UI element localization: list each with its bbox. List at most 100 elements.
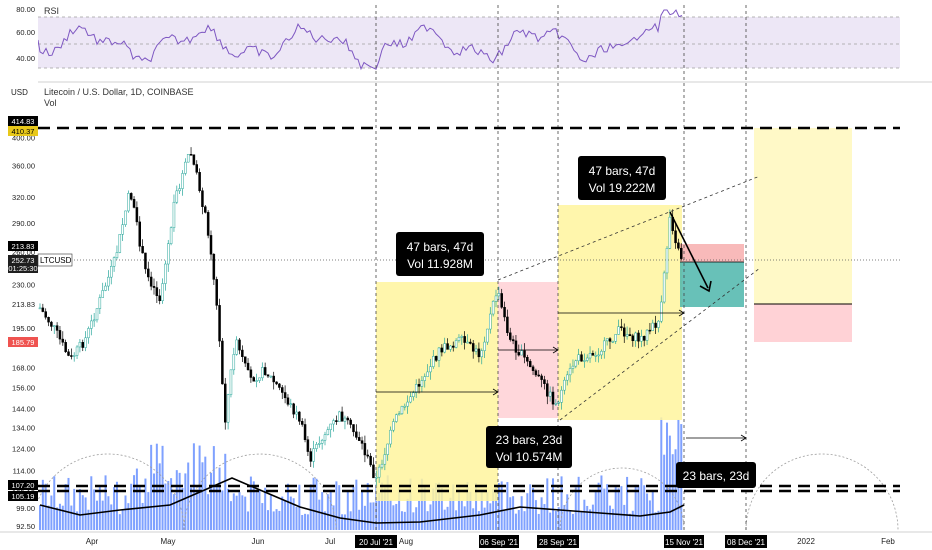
symbol-tag-box [37, 253, 73, 267]
volume-bar [614, 487, 617, 530]
volume-bar [258, 490, 261, 530]
horizontal-levels[interactable] [38, 126, 900, 493]
projection-arrow-head [699, 280, 712, 293]
time-badge [537, 535, 579, 548]
volume-bar [566, 494, 569, 530]
candle-body [195, 164, 198, 173]
time-badge-text: 20 Jul '21 [359, 538, 394, 547]
price-tick-label: 230.00 [12, 280, 35, 289]
candle-body [178, 188, 181, 192]
candle-body [300, 421, 304, 425]
projection-arrow[interactable] [669, 211, 712, 293]
candle-body [409, 396, 412, 403]
candle-body [605, 338, 609, 342]
candle-body [269, 375, 273, 378]
candle-body [452, 345, 455, 348]
yellow-range-box[interactable] [558, 205, 682, 420]
candle-body [38, 307, 42, 310]
candle-body [389, 429, 392, 445]
volume-bar [261, 503, 264, 530]
candle-body [352, 424, 355, 433]
candle-body [469, 341, 472, 344]
volume-bar [552, 478, 554, 530]
volume-bar [409, 478, 412, 530]
candle-body [41, 307, 45, 312]
candle-body [47, 317, 50, 323]
candle-body [375, 476, 378, 479]
candle-body [511, 339, 515, 342]
price-badge-text: 107.20 [12, 481, 35, 490]
candle-body [654, 322, 657, 328]
volume-bar [597, 482, 600, 530]
volume-bar [517, 510, 520, 530]
stop-loss-zone[interactable] [680, 244, 744, 262]
volume-bar [252, 481, 255, 530]
candle-body [614, 334, 617, 342]
candle-body [263, 367, 267, 375]
volume-bar [569, 511, 572, 530]
volume-bar [135, 468, 138, 530]
volume-bar [611, 508, 614, 530]
candle-body [252, 377, 255, 382]
candle-body [631, 335, 635, 342]
candle-body [61, 338, 65, 343]
volume-bar [212, 446, 215, 530]
candle-body [235, 339, 238, 355]
callout-bars: 47 bars, 47d [407, 240, 474, 254]
candle-body [471, 343, 475, 352]
channel-upper[interactable] [497, 175, 761, 281]
trend-channel[interactable] [497, 175, 761, 421]
price-badge [8, 480, 38, 490]
volume-bar [423, 485, 426, 530]
volume-bar [375, 484, 378, 530]
candle-body [503, 307, 506, 318]
volume-bar [646, 493, 649, 530]
candle-body [434, 356, 438, 361]
candle-body [346, 417, 350, 421]
candle-body [261, 367, 264, 379]
yellow-range-box[interactable] [376, 282, 498, 501]
candle-body [198, 172, 201, 191]
price-axis-bg[interactable] [0, 82, 38, 532]
volume-bar [267, 510, 269, 530]
symbol-title: Litecoin / U.S. Dollar, 1D, COINBASE [44, 87, 194, 97]
candle-body [597, 354, 600, 357]
time-axis-labels: Apr May Jun Jul Aug 2022 Feb [86, 537, 896, 546]
candle-body [329, 423, 332, 430]
rsi-axis-bg[interactable] [0, 0, 38, 82]
volume-bar [486, 491, 489, 530]
measurement-callout: 23 bars, 23d [676, 462, 756, 488]
volume-bar [466, 481, 469, 530]
candle-body [620, 326, 623, 329]
candle-body [201, 190, 204, 207]
candle-body [412, 392, 415, 398]
candle-body [443, 343, 446, 353]
volume-bar [232, 493, 235, 530]
volume-bar [73, 488, 76, 530]
red-projection-box[interactable] [754, 304, 852, 342]
candle-body [640, 336, 643, 342]
volume-bar [591, 504, 594, 530]
volume-bar [50, 495, 53, 530]
volume-bar [147, 492, 150, 530]
candle-body [625, 334, 629, 337]
volume-bar [580, 510, 583, 530]
candle-body [255, 380, 258, 382]
time-axis-bg[interactable] [0, 532, 932, 550]
price-badge-text: 414.83 [12, 117, 35, 126]
candle-body [221, 340, 224, 385]
volume-bar [609, 505, 611, 530]
volume-bar [224, 453, 227, 530]
volume-bar [318, 499, 321, 530]
volume-bar [460, 500, 463, 530]
projection-arrow-shaft[interactable] [669, 211, 709, 289]
candle-body [132, 199, 136, 208]
arrow-head [492, 388, 499, 396]
volume-bar [349, 511, 352, 530]
candle-body [571, 365, 575, 369]
take-profit-zone[interactable] [680, 262, 744, 307]
volume-bar [643, 485, 646, 530]
yellow-projection-box[interactable] [754, 128, 852, 304]
candle-body [212, 253, 216, 280]
